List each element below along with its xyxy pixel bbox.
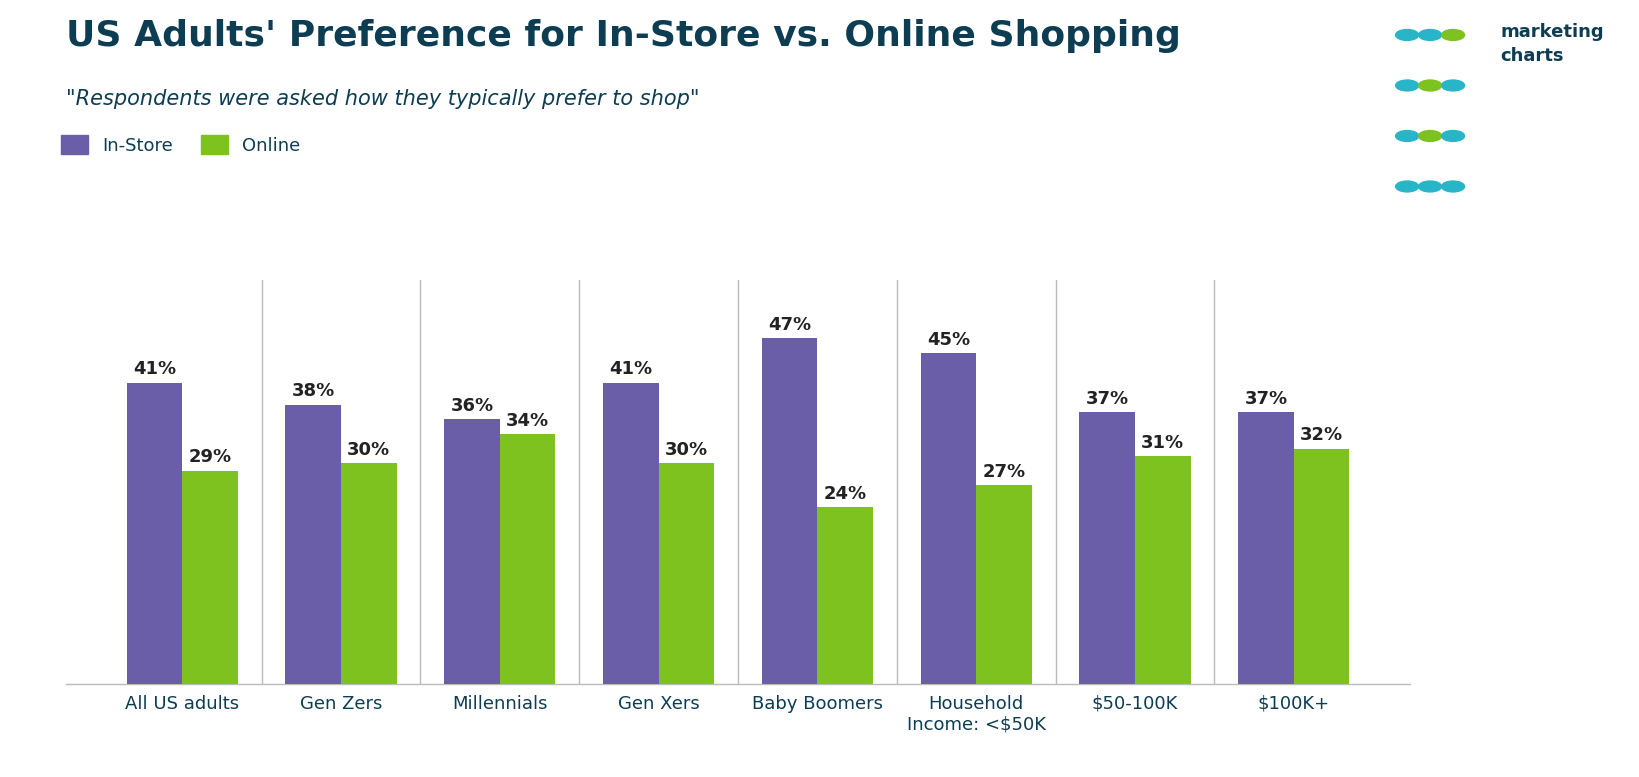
Bar (919, 354, 975, 684)
Bar (341, 463, 397, 684)
Bar (1134, 456, 1190, 684)
Text: 36%: 36% (451, 397, 493, 415)
Text: 30%: 30% (347, 441, 390, 459)
Text: 29%: 29% (188, 448, 231, 466)
Bar (603, 382, 659, 684)
Bar (500, 434, 556, 684)
Text: 38%: 38% (292, 382, 334, 400)
Bar (762, 339, 816, 684)
Text: 41%: 41% (133, 361, 175, 378)
Bar (182, 471, 238, 684)
Text: "Respondents were asked how they typically prefer to shop": "Respondents were asked how they typical… (66, 89, 698, 110)
Bar (285, 405, 341, 684)
Text: 27%: 27% (982, 463, 1024, 481)
Bar (1237, 412, 1293, 684)
Bar (659, 463, 713, 684)
Text: 37%: 37% (1085, 389, 1128, 408)
Bar (816, 507, 872, 684)
Bar (975, 486, 1031, 684)
Text: 47%: 47% (767, 316, 811, 334)
Text: 32%: 32% (1300, 427, 1342, 444)
Bar (126, 382, 182, 684)
Text: 41%: 41% (610, 361, 652, 378)
Text: 34%: 34% (506, 412, 549, 430)
Text: 45%: 45% (926, 331, 969, 349)
Text: 30%: 30% (664, 441, 708, 459)
Text: 37%: 37% (1244, 389, 1287, 408)
Bar (444, 420, 500, 684)
Text: US Adults' Preference for In-Store vs. Online Shopping: US Adults' Preference for In-Store vs. O… (66, 19, 1180, 54)
Bar (1078, 412, 1134, 684)
Text: 31%: 31% (1141, 434, 1183, 451)
Text: 24%: 24% (823, 485, 865, 503)
Text: marketing
charts: marketing charts (1500, 23, 1603, 65)
Legend: In-Store, Online: In-Store, Online (61, 135, 300, 155)
Bar (1293, 448, 1349, 684)
